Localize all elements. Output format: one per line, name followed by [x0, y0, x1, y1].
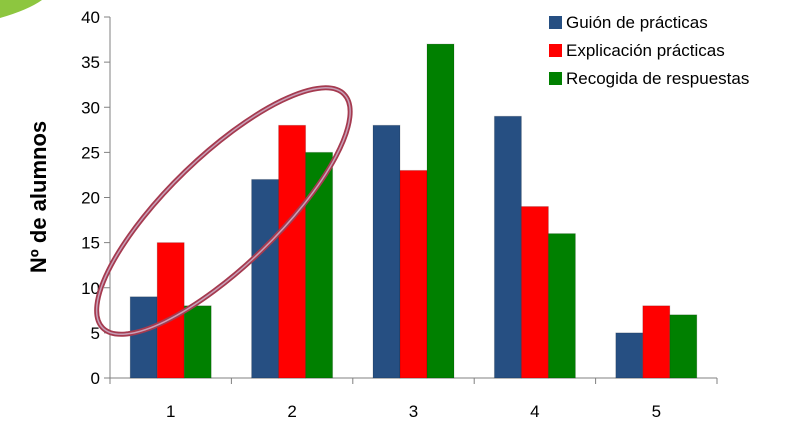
legend-swatch [549, 72, 562, 85]
bar-3-3 [426, 43, 455, 379]
legend-label: Guión de prácticas [566, 13, 708, 32]
legend: Guión de prácticas Explicación prácticas R… [549, 13, 749, 88]
bar-3-2 [305, 151, 334, 379]
legend-swatch [549, 16, 562, 29]
y-tick-label: 10 [81, 279, 100, 298]
x-tick-label: 4 [530, 402, 539, 421]
annotation [94, 85, 353, 337]
y-tick-label: 25 [81, 143, 100, 162]
bar-1-2 [251, 178, 280, 379]
bars-group [129, 43, 698, 379]
x-tick-label: 2 [287, 402, 296, 421]
bar-2-3 [399, 169, 428, 379]
legend-label: Recogida de respuestas [566, 69, 749, 88]
y-tick-label: 30 [81, 98, 100, 117]
bar-3-1 [183, 305, 212, 379]
bar-3-5 [669, 314, 698, 379]
y-axis-label: Nº de alumnos [26, 121, 51, 273]
legend-label: Explicación prácticas [566, 41, 725, 60]
x-tick-label: 5 [652, 402, 661, 421]
x-tick-label: 1 [166, 402, 175, 421]
bar-1-4 [493, 115, 522, 379]
bar-2-1 [156, 242, 185, 379]
bar-2-2 [278, 124, 307, 379]
bar-2-4 [520, 206, 549, 379]
x-tick-label: 3 [409, 402, 418, 421]
axes: 0 5 10 15 20 25 30 35 40 1 2 3 4 5 [81, 8, 718, 421]
bar-1-3 [372, 124, 401, 379]
y-tick-label: 0 [91, 369, 100, 388]
y-tick-label: 20 [81, 189, 100, 208]
corner-decoration [0, 0, 42, 18]
y-tick-label: 35 [81, 53, 100, 72]
highlight-ellipse [94, 85, 353, 337]
y-tick-label: 5 [91, 324, 100, 343]
bar-3-4 [547, 233, 576, 379]
bar-1-5 [615, 332, 644, 379]
bar-1-1 [129, 296, 158, 379]
y-tick-label: 40 [81, 8, 100, 27]
y-tick-label: 15 [81, 234, 100, 253]
bar-2-5 [642, 305, 671, 379]
legend-swatch [549, 44, 562, 57]
highlight-ellipse-inner [95, 87, 351, 336]
